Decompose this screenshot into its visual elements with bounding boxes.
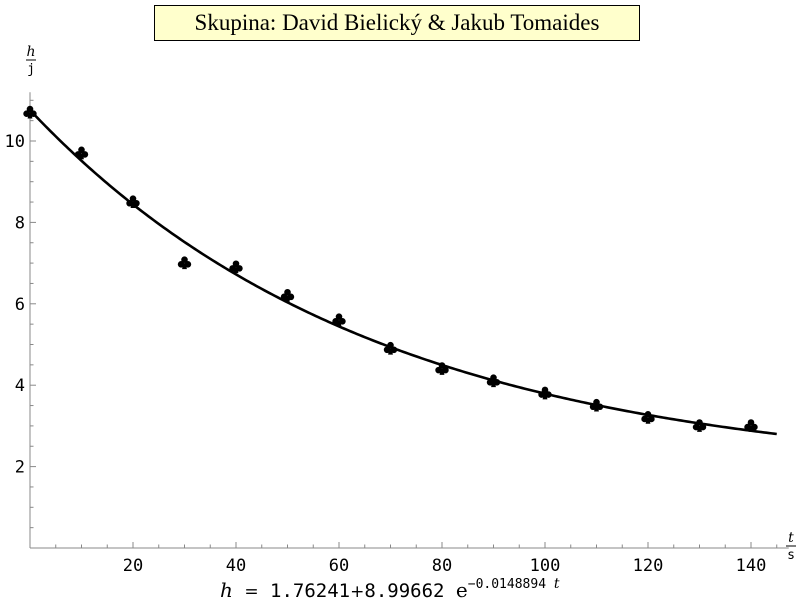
- club-stem: [336, 320, 342, 327]
- club-stem: [79, 153, 84, 160]
- data-point: [538, 386, 552, 400]
- club-stem: [439, 368, 445, 375]
- club-stem: [388, 348, 393, 355]
- formula-plus: +: [350, 582, 365, 602]
- club-stem: [491, 381, 496, 388]
- formula-rate: −0.0148894: [467, 577, 547, 592]
- club-top-lobe: [490, 374, 497, 382]
- fit-formula: h = 1.76241+8.99662 e−0.0148894 t: [220, 576, 560, 604]
- club-top-lobe: [284, 288, 291, 296]
- club-stem: [697, 425, 702, 432]
- club-top-lobe: [696, 419, 703, 426]
- y-axis-label-numerator: h: [26, 44, 35, 60]
- club-stem: [27, 112, 33, 119]
- x-tick-label: 60: [329, 556, 349, 576]
- club-stem: [645, 417, 651, 424]
- club-stem: [182, 263, 187, 270]
- y-tick-label: 4: [15, 376, 25, 396]
- x-ticks: 20 40 60 80 100 120 140: [55, 542, 778, 576]
- chart-title: Skupina: David Bielický & Jakub Tomaides: [154, 5, 640, 41]
- formula-constant: 1.76241: [270, 580, 351, 602]
- club-stem: [285, 295, 290, 302]
- x-tick-label: 120: [633, 556, 664, 576]
- data-point: [641, 411, 655, 424]
- axes: [29, 92, 789, 549]
- club-top-lobe: [129, 195, 137, 202]
- data-points: [23, 105, 758, 432]
- club-top-lobe: [541, 386, 549, 394]
- formula-lhs: h: [220, 578, 233, 602]
- y-ticks: 2 4 6 8 10: [5, 99, 36, 529]
- y-tick-label: 2: [15, 458, 25, 478]
- y-tick-label: 8: [15, 213, 25, 233]
- club-stem: [233, 267, 239, 274]
- club-stem: [748, 425, 754, 432]
- data-point: [435, 362, 449, 375]
- data-point: [177, 256, 192, 270]
- x-tick-label: 100: [530, 556, 561, 576]
- formula-equals: =: [244, 582, 259, 602]
- x-tick-label: 80: [432, 556, 452, 576]
- data-point: [589, 398, 604, 412]
- y-axis-label-denominator: j: [27, 62, 35, 77]
- x-tick-label: 20: [123, 556, 143, 576]
- fit-curve-group: [29, 109, 777, 436]
- data-point: [229, 260, 243, 274]
- club-top-lobe: [387, 341, 394, 349]
- data-point: [23, 105, 37, 119]
- club-top-lobe: [747, 419, 755, 426]
- formula-base: e: [455, 578, 468, 602]
- formula-exponent: −0.0148894 t: [467, 576, 560, 592]
- club-top-lobe: [335, 313, 343, 320]
- x-axis-label-denominator: s: [787, 548, 795, 563]
- x-tick-label: 140: [736, 556, 767, 576]
- x-tick-label: 40: [226, 556, 246, 576]
- club-top-lobe: [644, 411, 652, 418]
- fit-curve: [29, 109, 777, 436]
- data-point: [74, 146, 89, 160]
- data-point: [383, 341, 398, 355]
- formula-coefficient: 8.99662: [364, 580, 445, 602]
- data-point: [280, 288, 295, 302]
- club-stem: [130, 202, 136, 209]
- data-point: [126, 195, 140, 209]
- data-point: [332, 313, 346, 327]
- x-axis-label-numerator: t: [788, 530, 794, 546]
- y-tick-label: 10: [5, 132, 25, 152]
- data-point: [486, 374, 501, 388]
- club-top-lobe: [181, 256, 188, 264]
- club-top-lobe: [78, 146, 85, 154]
- club-stem: [542, 393, 548, 400]
- club-top-lobe: [438, 362, 446, 369]
- formula-variable: t: [553, 576, 560, 592]
- data-point: [692, 419, 707, 432]
- club-top-lobe: [232, 260, 240, 268]
- club-top-lobe: [593, 398, 600, 406]
- club-top-lobe: [26, 105, 34, 113]
- axis-labels: hj ts: [26, 44, 796, 563]
- y-tick-label: 6: [15, 295, 25, 315]
- club-stem: [594, 405, 599, 412]
- data-point: [744, 419, 758, 432]
